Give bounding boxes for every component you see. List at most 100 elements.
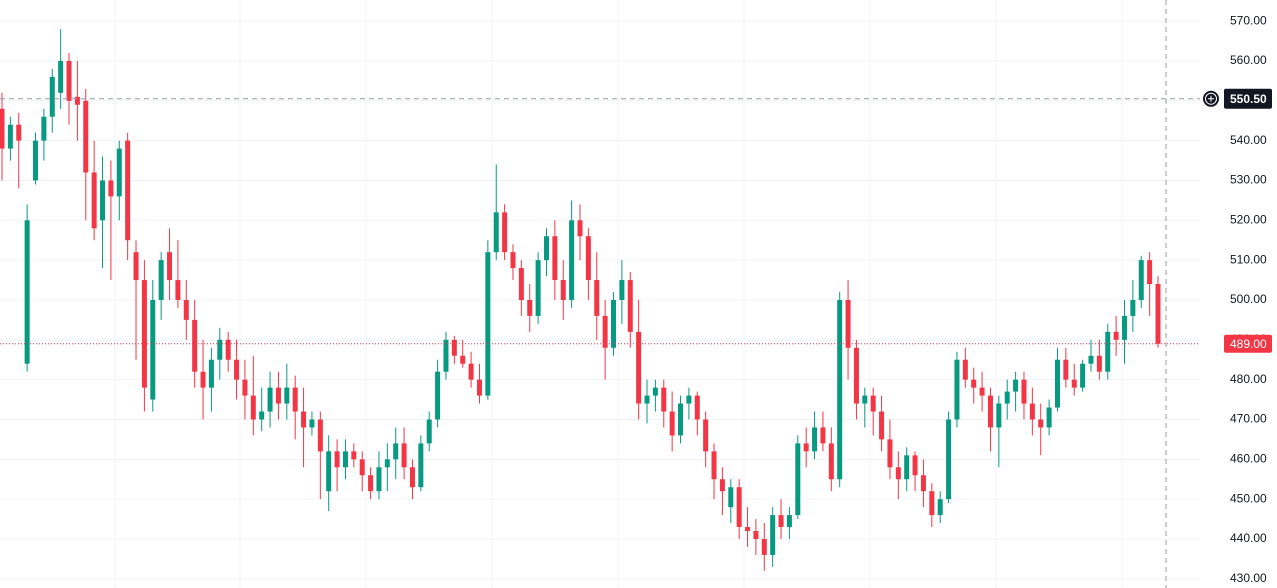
candle-body <box>1105 331 1111 372</box>
candle-body <box>845 299 851 348</box>
candle-body <box>317 419 323 452</box>
candle-body <box>1138 260 1144 300</box>
y-tick-label: 560.00 <box>1230 53 1267 67</box>
candle-body <box>619 280 625 300</box>
candle-body <box>242 379 248 396</box>
candle-body <box>225 339 231 360</box>
candle-body <box>803 443 809 452</box>
candle-body <box>1096 355 1102 372</box>
candle-body <box>451 339 457 356</box>
candle-body <box>577 220 583 237</box>
candle-body <box>728 487 734 508</box>
candle-body <box>368 475 374 492</box>
candle-body <box>342 451 348 468</box>
candle-body <box>267 387 273 412</box>
candle-body <box>1130 299 1136 316</box>
crosshair-label-bg <box>1224 88 1272 109</box>
candle-body <box>879 411 885 440</box>
candle-body <box>1038 419 1044 428</box>
candle-body <box>719 479 725 492</box>
candle-body <box>284 387 290 404</box>
candle-body <box>627 280 633 332</box>
candle-body <box>920 475 926 492</box>
overlay: 550.50 489.00 <box>0 88 1272 353</box>
candle-body <box>234 359 240 380</box>
candle-body <box>476 379 482 396</box>
candle-body <box>753 531 759 539</box>
candle-body <box>518 268 524 300</box>
candle-body <box>853 347 859 404</box>
candle-body <box>443 339 449 372</box>
candle-body <box>594 280 600 316</box>
candle-body <box>200 371 206 388</box>
y-tick-label: 530.00 <box>1230 173 1267 187</box>
candle-body <box>250 395 256 420</box>
candle-body <box>552 236 558 281</box>
candle-body <box>543 236 549 261</box>
candle-body <box>996 403 1002 428</box>
candle-body <box>987 395 993 428</box>
candle-body <box>275 387 281 404</box>
y-tick-label: 440.00 <box>1230 531 1267 545</box>
candle-body <box>778 515 784 528</box>
candle-body <box>0 108 5 149</box>
candle-body <box>100 180 106 221</box>
candle-body <box>669 411 675 436</box>
y-tick-label: 520.00 <box>1230 212 1267 226</box>
candle-body <box>560 280 566 300</box>
candle-body <box>1080 363 1086 388</box>
candle-body <box>16 124 22 141</box>
candle-body <box>812 427 818 452</box>
candle-body <box>837 299 843 480</box>
candle-body <box>535 260 541 316</box>
y-tick-label: 570.00 <box>1230 13 1267 27</box>
candle-body <box>49 76 55 117</box>
candle-body <box>1013 379 1019 392</box>
candles <box>0 29 1161 571</box>
y-tick-label: 470.00 <box>1230 412 1267 426</box>
candle-body <box>694 395 700 420</box>
y-tick-label: 500.00 <box>1230 292 1267 306</box>
candle-body <box>1021 379 1027 404</box>
candle-body <box>602 315 608 348</box>
candle-body <box>309 419 315 428</box>
candle-body <box>736 487 742 528</box>
candle-body <box>58 60 64 93</box>
candle-body <box>770 515 776 555</box>
candle-body <box>929 491 935 516</box>
candle-body <box>409 467 415 488</box>
candle-body <box>460 355 466 364</box>
candle-body <box>1046 407 1052 428</box>
candle-body <box>74 96 80 105</box>
candle-body <box>376 467 382 492</box>
candle-body <box>183 299 189 320</box>
candle-body <box>393 443 399 460</box>
candle-body <box>828 443 834 480</box>
candle-body <box>485 252 491 396</box>
candle-body <box>208 359 214 388</box>
candle-body <box>887 439 893 468</box>
candle-body <box>24 220 30 364</box>
candle-body <box>686 395 692 404</box>
candle-body <box>141 280 147 388</box>
candle-body <box>351 451 357 460</box>
candle-body <box>133 252 139 281</box>
last-price-label: 489.00 <box>1230 337 1267 351</box>
y-tick-label: 510.00 <box>1230 252 1267 266</box>
candle-body <box>334 451 340 468</box>
candle-body <box>703 419 709 452</box>
y-tick-label: 430.00 <box>1230 571 1267 585</box>
candle-body <box>41 116 47 141</box>
candle-body <box>678 403 684 436</box>
candle-body <box>1088 355 1094 364</box>
candle-body <box>468 363 474 380</box>
candle-body <box>502 212 508 253</box>
candle-body <box>711 451 717 480</box>
candle-body <box>435 371 441 420</box>
candle-body <box>946 419 952 500</box>
candle-body <box>7 124 13 149</box>
candle-body <box>611 299 617 348</box>
candle-body <box>175 280 181 300</box>
candle-body <box>870 395 876 412</box>
candle-body <box>761 539 767 555</box>
